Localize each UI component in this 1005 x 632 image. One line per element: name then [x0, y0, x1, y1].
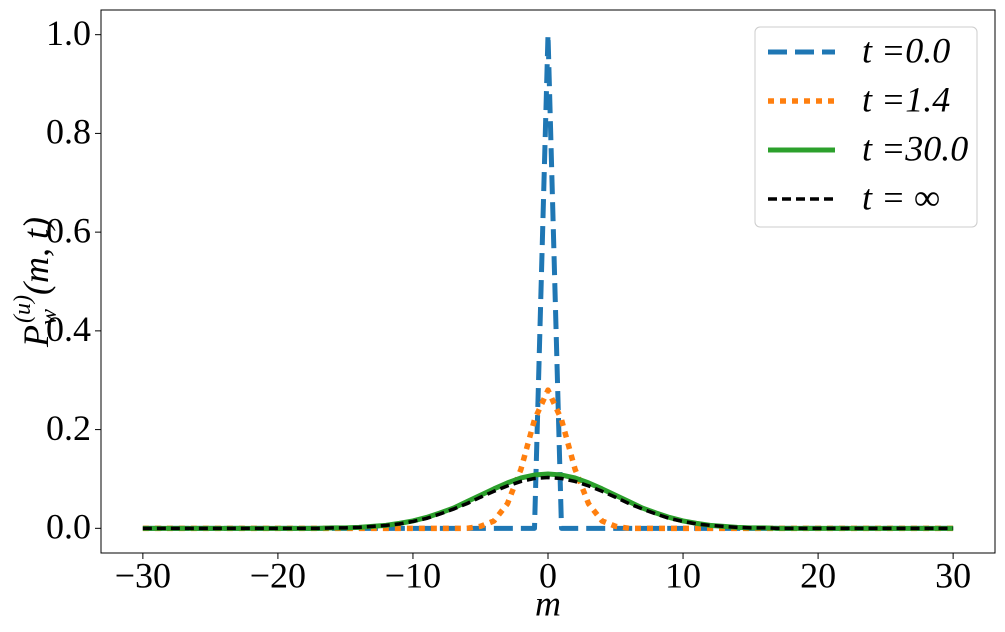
series-line — [142, 475, 954, 531]
y-tick-label: 0.2 — [46, 408, 91, 448]
y-label-sup: (u) — [10, 295, 36, 323]
legend-label: t =30.0 — [862, 128, 968, 168]
y-axis-label: Pw(u)(m, t) — [10, 217, 62, 348]
y-tick-label: 0.8 — [46, 112, 91, 152]
legend-box — [754, 26, 978, 228]
legend-label: t =1.4 — [862, 79, 950, 119]
x-axis-label: m — [535, 583, 561, 623]
y-tick-label: 0.0 — [46, 507, 91, 547]
plot-frame — [100, 9, 996, 554]
series-line — [142, 387, 954, 532]
y-label-sub: w — [36, 309, 62, 325]
x-tick-label: 20 — [800, 555, 836, 595]
x-tick-label: 10 — [665, 555, 701, 595]
y-label-base: P — [16, 325, 56, 348]
y-tick-label: 0.6 — [46, 210, 91, 250]
x-tick-label: 0 — [539, 555, 557, 595]
y-label-args: (m, t) — [16, 217, 56, 295]
y-tick-label: 0.4 — [46, 309, 91, 349]
legend-label: t = ∞ — [862, 177, 940, 217]
series-line — [142, 471, 954, 531]
x-tick-label: −10 — [385, 555, 441, 595]
x-tick-label: −30 — [115, 555, 171, 595]
x-tick-label: −20 — [250, 555, 306, 595]
y-tick-label: 1.0 — [46, 13, 91, 53]
x-tick-label: 30 — [935, 555, 971, 595]
legend-label: t =0.0 — [862, 30, 950, 70]
